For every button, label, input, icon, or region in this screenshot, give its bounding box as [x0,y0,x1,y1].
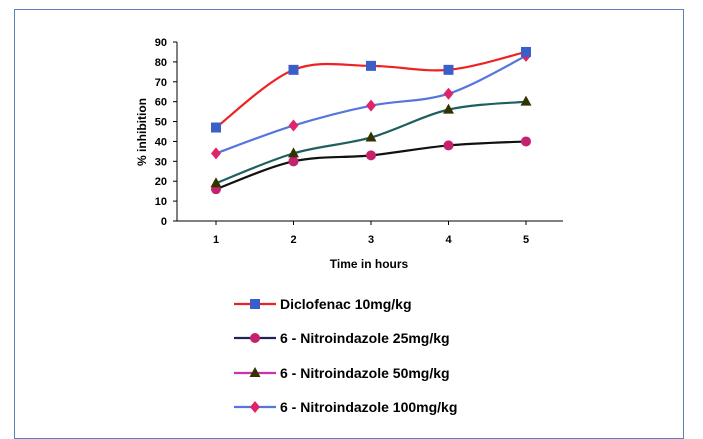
x-tick-label: 3 [368,234,374,246]
data-point [443,103,454,114]
y-tick-label: 90 [155,37,167,49]
y-tick-labels: 0 10 20 30 40 50 60 70 80 90 [155,37,177,228]
x-tick-label: 5 [523,234,529,246]
x-axis-title: Time in hours [330,257,409,271]
legend-entry: 6 - Nitroindazole 100mg/kg [234,399,457,415]
data-point [288,156,299,167]
legend-marker [250,333,260,343]
data-point [288,64,299,75]
figure-frame [14,9,684,439]
data-point [211,122,221,133]
data-point [366,60,376,71]
axes [176,42,563,222]
legend-marker [250,299,260,309]
legend-entry: 6 - Nitroindazole 25mg/kg [234,330,450,346]
data-point [366,150,376,161]
legend-label: 6 - Nitroindazole 50mg/kg [280,365,450,381]
y-tick-label: 70 [155,77,167,89]
series-1 [211,46,531,133]
line-chart: 0 10 20 30 40 50 60 70 80 90 1 2 3 4 5 % inhibition T… [135,37,563,415]
data-point [366,99,376,112]
legend-label: 6 - Nitroindazole 25mg/kg [280,330,450,346]
data-point [288,147,299,158]
y-tick-label: 20 [155,176,167,188]
x-tick-label: 1 [213,234,219,246]
data-point [365,131,377,142]
y-tick-label: 60 [155,97,167,109]
data-point [288,119,299,132]
data-point [521,46,531,57]
legend-marker [249,367,261,377]
x-tick-label: 2 [290,234,296,246]
legend-label: Diclofenac 10mg/kg [280,296,412,312]
legend-entry: 6 - Nitroindazole 50mg/kg [234,365,450,381]
y-tick-label: 30 [155,156,167,168]
legend-label: 6 - Nitroindazole 100mg/kg [280,399,457,415]
series-3 [210,95,532,188]
series-4 [211,49,531,160]
y-tick-label: 40 [155,136,167,148]
data-point [210,177,222,188]
y-tick-label: 80 [155,57,167,69]
y-tick-label: 0 [161,216,167,228]
x-tick-labels: 1 2 3 4 5 [213,221,529,246]
legend: Diclofenac 10mg/kg 6 - Nitroindazole 25mg… [234,296,457,415]
legend-entry: Diclofenac 10mg/kg [234,296,412,312]
data-point [211,147,221,160]
y-axis-title: % inhibition [135,98,149,166]
y-tick-label: 10 [155,196,167,208]
data-point [443,64,454,75]
y-tick-label: 50 [155,117,167,129]
data-point [443,140,454,151]
data-point [443,87,454,100]
x-tick-label: 4 [445,234,452,246]
data-point [521,136,531,147]
legend-marker [250,401,260,413]
series-layer [210,46,532,195]
data-point [520,95,532,106]
